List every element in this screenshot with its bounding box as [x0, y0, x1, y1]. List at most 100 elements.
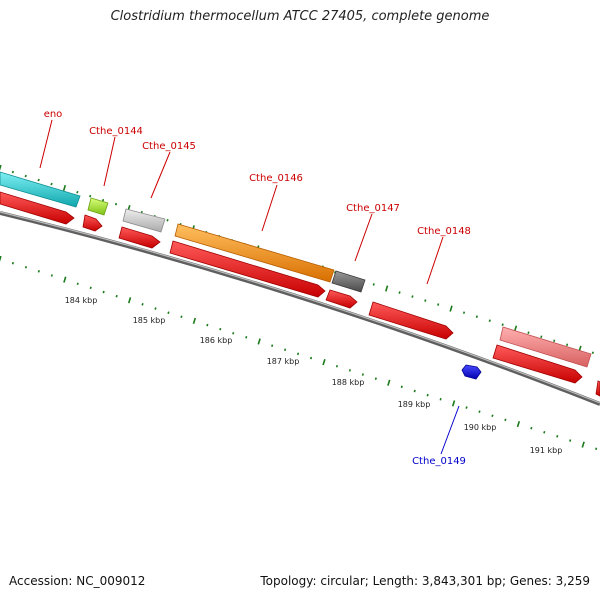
minor-tick — [398, 291, 401, 294]
gene-cthe-0149-feature[interactable] — [461, 364, 482, 380]
cds-arrow[interactable] — [169, 240, 326, 298]
minor-tick — [37, 270, 40, 273]
label-cthe-0144[interactable]: Cthe_0144 — [89, 126, 143, 137]
minor-tick — [24, 174, 27, 178]
minor-tick — [411, 295, 414, 298]
minor-tick — [309, 356, 313, 360]
scale-labels: 184 kbp 185 kbp 186 kbp 187 kbp 188 kbp … — [65, 296, 563, 455]
cds-arrow[interactable] — [325, 289, 358, 309]
major-tick — [449, 305, 453, 312]
major-tick — [322, 359, 326, 366]
gene-cthe-0148-feature[interactable] — [499, 326, 592, 368]
scale-label: 189 kbp — [398, 400, 431, 409]
leader-cthe-0145 — [150, 151, 171, 199]
minor-tick — [478, 410, 481, 413]
scale-label: 191 kbp — [530, 446, 563, 455]
cds-arrow[interactable] — [492, 344, 583, 384]
minor-tick — [114, 202, 118, 206]
gene-features — [0, 171, 592, 368]
minor-tick — [180, 315, 183, 319]
gene-cthe-0146-feature[interactable] — [174, 223, 335, 283]
minor-tick — [296, 352, 300, 356]
minor-tick — [400, 385, 403, 389]
minor-tick — [11, 261, 15, 265]
label-cthe-0149[interactable]: Cthe_0149 — [412, 456, 466, 467]
scale-label: 188 kbp — [332, 378, 365, 387]
major-tick — [0, 255, 2, 262]
gene-eno-feature[interactable] — [0, 171, 81, 208]
label-cthe-0148[interactable]: Cthe_0148 — [417, 226, 471, 237]
minor-tick — [475, 315, 478, 318]
cds-features — [0, 191, 600, 397]
map-title: Clostridium thermocellum ATCC 27405, com… — [110, 9, 490, 24]
gene-labels: eno Cthe_0144 Cthe_0145 Cthe_0146 Cthe_0… — [44, 109, 471, 467]
minor-tick — [219, 327, 222, 331]
cds-arrow[interactable] — [118, 226, 161, 249]
cds-arrow[interactable] — [0, 191, 75, 225]
minor-tick — [595, 447, 598, 451]
major-tick — [385, 285, 389, 292]
minor-tick — [361, 373, 364, 376]
minor-tick — [271, 344, 274, 347]
genome-backbone-highlight — [0, 211, 600, 404]
summary-text: Topology: circular; Length: 3,843,301 bp… — [260, 574, 590, 588]
gene-cthe-0147-feature[interactable] — [331, 270, 366, 293]
major-tick — [516, 420, 521, 428]
minor-tick — [372, 283, 375, 286]
leader-eno — [39, 119, 53, 169]
major-tick — [387, 379, 391, 386]
label-cthe-0147[interactable]: Cthe_0147 — [346, 203, 400, 214]
gene-cthe-0144-feature[interactable] — [87, 197, 109, 216]
accession-text: Accession: NC_009012 — [9, 574, 146, 588]
gene-cthe-0145-feature[interactable] — [122, 208, 166, 233]
minor-tick — [102, 198, 105, 202]
minor-tick — [566, 343, 569, 347]
scale-label: 187 kbp — [267, 357, 300, 366]
minor-tick — [543, 430, 546, 434]
minor-tick — [374, 377, 377, 380]
cds-arrow[interactable] — [368, 301, 454, 340]
minor-tick — [413, 389, 416, 393]
minor-tick — [426, 393, 429, 397]
label-cthe-0145[interactable]: Cthe_0145 — [142, 141, 196, 152]
minor-tick — [167, 311, 170, 314]
major-tick — [451, 400, 456, 407]
label-cthe-0146[interactable]: Cthe_0146 — [249, 173, 303, 184]
major-tick — [581, 441, 585, 448]
minor-tick — [154, 307, 157, 310]
minor-tick — [465, 406, 468, 409]
minor-tick — [553, 339, 556, 343]
minor-tick — [76, 190, 79, 194]
major-tick — [127, 297, 132, 304]
minor-tick — [89, 194, 92, 198]
minor-tick — [569, 439, 572, 442]
minor-tick — [141, 303, 144, 306]
major-tick — [63, 276, 67, 283]
minor-tick — [530, 426, 533, 430]
minor-tick — [102, 290, 105, 294]
label-leaders — [39, 119, 460, 455]
leader-cthe-0147 — [354, 213, 373, 262]
minor-tick — [76, 282, 79, 286]
minor-tick — [556, 435, 559, 438]
minor-tick — [37, 178, 40, 182]
minor-tick — [462, 311, 466, 314]
minor-tick — [439, 397, 442, 401]
minor-tick — [50, 274, 53, 277]
major-tick — [192, 317, 197, 324]
minor-tick — [166, 218, 169, 222]
minor-tick — [232, 331, 235, 335]
genome-backbone — [0, 211, 600, 406]
minor-tick — [284, 348, 287, 352]
minor-tick — [437, 303, 440, 306]
label-eno[interactable]: eno — [44, 109, 63, 120]
minor-tick — [491, 414, 494, 418]
minor-tick — [335, 364, 339, 368]
leader-cthe-0148 — [426, 236, 444, 285]
cds-arrow[interactable] — [82, 214, 103, 232]
cds-arrow[interactable] — [595, 380, 600, 397]
major-tick — [257, 338, 261, 345]
minor-tick — [501, 323, 504, 326]
minor-tick — [24, 265, 28, 269]
